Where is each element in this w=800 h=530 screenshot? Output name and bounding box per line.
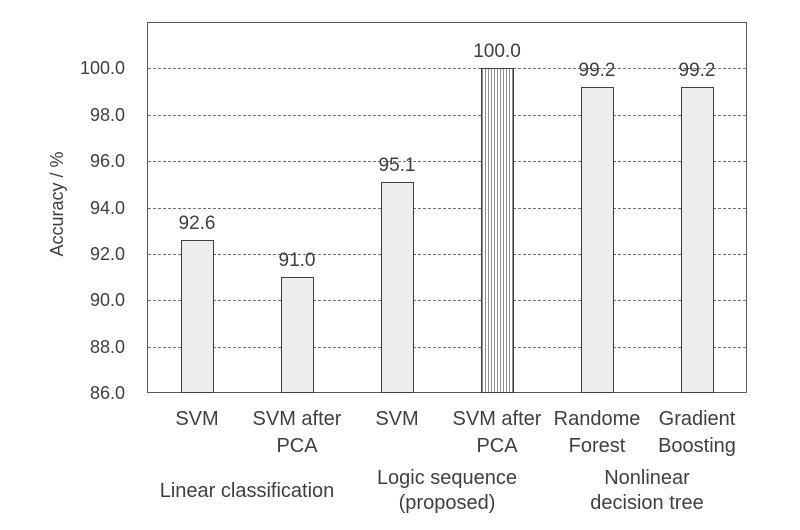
y-tick-label: 90.0 [89, 290, 125, 310]
gridline [148, 208, 746, 209]
category-label-line: Randome [553, 408, 641, 430]
gridline [148, 115, 746, 116]
y-tick-label: 92.0 [89, 244, 125, 264]
group-label: Logic sequence (proposed) [347, 466, 547, 516]
group-label-line: decision tree [590, 492, 704, 514]
bar-value-label: 91.0 [278, 250, 316, 271]
category-label: SVM after PCA [227, 406, 367, 460]
y-tick-label: 88.0 [89, 337, 125, 357]
group-label: Nonlinear decision tree [547, 466, 747, 516]
y-tick-label: 96.0 [89, 151, 125, 171]
y-tick-label: 86.0 [89, 383, 125, 403]
group-label-line: Linear classification [159, 479, 335, 502]
gridline [148, 300, 746, 301]
category-label: SVM after PCA [427, 406, 567, 460]
bar-value-label: 100.0 [473, 41, 521, 62]
bar-value-label: 92.6 [178, 213, 216, 234]
gridline [148, 254, 746, 255]
group-label: Linear classification [147, 466, 347, 516]
gridline [148, 161, 746, 162]
y-tick-label: 98.0 [89, 105, 125, 125]
gridline [148, 347, 746, 348]
category-label-line: Forest [568, 435, 626, 457]
bar [281, 277, 314, 393]
group-label-line: Logic sequence [376, 467, 518, 489]
group-label-line: Nonlinear [604, 467, 690, 489]
bar [581, 87, 614, 393]
bar [181, 240, 214, 393]
category-label: SVM [327, 406, 467, 433]
bar [681, 87, 714, 393]
category-label-line: Gradient [658, 408, 736, 430]
bar-hatched [481, 68, 514, 393]
group-label-line: (proposed) [398, 492, 496, 514]
bar-value-label: 95.1 [378, 155, 416, 176]
category-label-line: SVM [375, 408, 419, 430]
category-label-line: Boosting [658, 435, 736, 457]
y-tick-label: 100.0 [79, 58, 125, 78]
category-label: SVM [127, 406, 267, 433]
category-label-line: SVM after [452, 408, 542, 430]
category-label-line: SVM [175, 408, 219, 430]
bar-value-label: 99.2 [578, 60, 616, 81]
bar [381, 182, 414, 393]
category-label-line: PCA [276, 435, 318, 457]
category-label-line: SVM after [252, 408, 342, 430]
plot-area [147, 22, 747, 393]
y-tick-label: 94.0 [89, 198, 125, 218]
gridline [148, 68, 746, 69]
category-label: Randome Forest [527, 406, 667, 460]
bar-value-label: 99.2 [678, 60, 716, 81]
category-label-line: PCA [476, 435, 518, 457]
category-label: Gradient Boosting [627, 406, 767, 460]
